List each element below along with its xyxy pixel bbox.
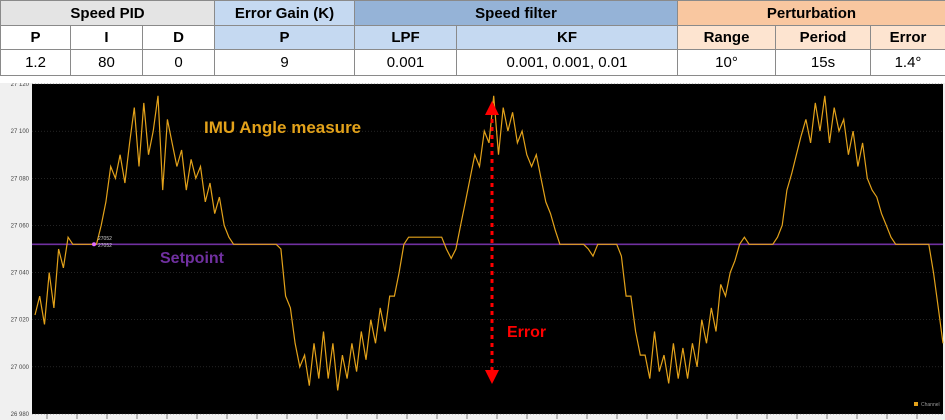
setpoint-label: Setpoint	[160, 250, 225, 267]
y-axis: 26 980 27 000 27 020 27 040 27 060 27 080 27 1…	[11, 83, 30, 418]
col-header-lpf: LPF	[354, 25, 457, 50]
group-error-gain: Error Gain (K)	[214, 0, 355, 26]
value-lpf: 0.001	[354, 49, 457, 76]
group-perturbation: Perturbation	[677, 0, 945, 26]
value-d: 0	[142, 49, 215, 76]
x-axis	[46, 414, 918, 419]
cursor-value-1: 27052	[98, 236, 112, 242]
legend: Channel	[914, 402, 940, 408]
legend-label: Channel	[921, 402, 940, 408]
value-period: 15s	[775, 49, 871, 76]
value-gain-p: 9	[214, 49, 355, 76]
col-header-p: P	[0, 25, 71, 50]
cursor-marker	[92, 242, 96, 247]
y-tick-label: 27 040	[11, 271, 30, 277]
group-speed-filter: Speed filter	[354, 0, 678, 26]
y-tick-label: 27 100	[11, 129, 30, 135]
y-tick-label: 27 000	[11, 365, 30, 371]
value-error: 1.4°	[870, 49, 945, 76]
cursor-value-2: 27052	[98, 243, 112, 249]
error-label: Error	[507, 324, 546, 341]
col-header-kf: KF	[456, 25, 678, 50]
col-header-range: Range	[677, 25, 776, 50]
legend-swatch	[914, 402, 918, 406]
group-speed-pid: Speed PID	[0, 0, 215, 26]
parameters-table: Speed PID Error Gain (K) Speed filter Pe…	[0, 0, 945, 76]
y-tick-label: 27 020	[11, 318, 30, 324]
angle-label: IMU Angle measure	[204, 118, 361, 137]
col-header-period: Period	[775, 25, 871, 50]
col-header-d: D	[142, 25, 215, 50]
col-header-i: I	[70, 25, 143, 50]
y-tick-label: 27 120	[11, 83, 30, 88]
y-tick-label: 27 060	[11, 223, 30, 229]
error-arrow	[485, 101, 499, 384]
y-tick-label: 26 980	[11, 412, 30, 418]
angle-chart: 26 980 27 000 27 020 27 040 27 060 27 080 27 1…	[0, 83, 945, 420]
value-range: 10°	[677, 49, 776, 76]
col-header-error: Error	[870, 25, 945, 50]
value-p: 1.2	[0, 49, 71, 76]
col-header-gain-p: P	[214, 25, 355, 50]
imu-angle-series	[34, 95, 944, 391]
plot-area	[32, 84, 943, 414]
value-kf: 0.001, 0.001, 0.01	[456, 49, 678, 76]
grid	[32, 83, 943, 415]
y-tick-label: 27 080	[11, 176, 30, 182]
value-i: 80	[70, 49, 143, 76]
